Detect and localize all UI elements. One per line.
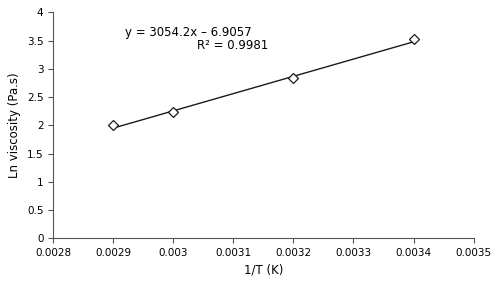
Text: R² = 0.9981: R² = 0.9981 [198, 39, 268, 52]
Text: y = 3054.2x – 6.9057: y = 3054.2x – 6.9057 [126, 27, 252, 39]
Y-axis label: Ln viscosity (Pa.s): Ln viscosity (Pa.s) [8, 73, 22, 178]
X-axis label: 1/T (K): 1/T (K) [244, 264, 283, 277]
